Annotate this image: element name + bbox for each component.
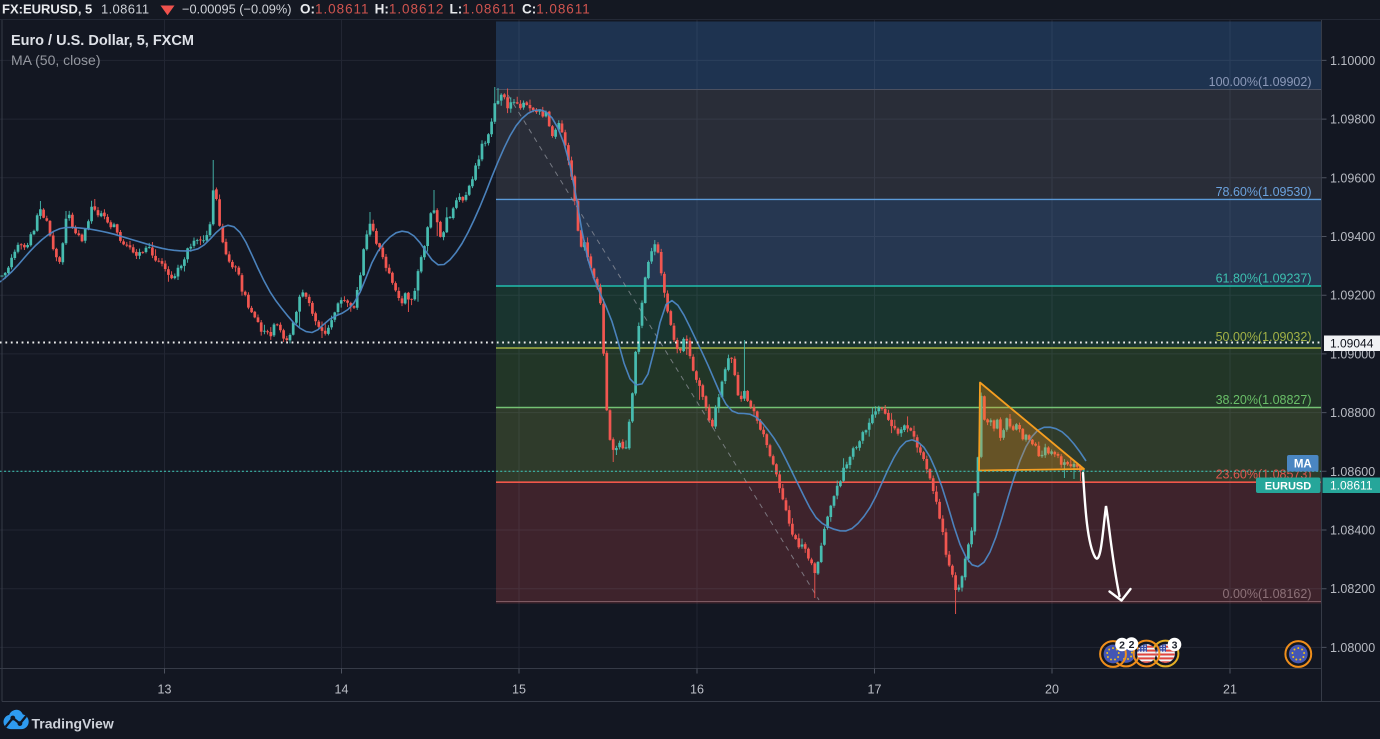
svg-text:3: 3 [1172, 639, 1178, 651]
svg-text:EURUSD: EURUSD [1265, 481, 1312, 493]
svg-text:0.00%(1.08162): 0.00%(1.08162) [1223, 587, 1312, 601]
svg-text:TradingView: TradingView [32, 716, 114, 732]
svg-text:61.80%(1.09237): 61.80%(1.09237) [1216, 272, 1312, 286]
svg-text:21: 21 [1223, 683, 1237, 697]
svg-text:13: 13 [158, 683, 172, 697]
svg-text:1.08800: 1.08800 [1330, 406, 1375, 420]
svg-text:20: 20 [1045, 683, 1059, 697]
svg-text:15: 15 [512, 683, 526, 697]
svg-text:1.08400: 1.08400 [1330, 524, 1375, 538]
svg-text:1.10000: 1.10000 [1330, 54, 1375, 68]
svg-text:100.00%(1.09902): 100.00%(1.09902) [1209, 75, 1312, 89]
svg-text:1.08200: 1.08200 [1330, 582, 1375, 596]
svg-text:1.09200: 1.09200 [1330, 289, 1375, 303]
svg-text:14: 14 [335, 683, 349, 697]
svg-text:1.08000: 1.08000 [1330, 641, 1375, 655]
svg-text:1.09800: 1.09800 [1330, 113, 1375, 127]
svg-text:38.20%(1.08827): 38.20%(1.08827) [1216, 393, 1312, 407]
svg-text:16: 16 [690, 683, 704, 697]
svg-text:−0.00095 (−0.09%): −0.00095 (−0.09%) [182, 2, 292, 17]
svg-text:MA (50, close): MA (50, close) [11, 52, 100, 68]
svg-text:1.08611: 1.08611 [101, 2, 149, 17]
svg-text:78.60%(1.09530): 78.60%(1.09530) [1216, 185, 1312, 199]
svg-text:1.09044: 1.09044 [1330, 337, 1374, 351]
svg-text:1.08611: 1.08611 [1330, 479, 1373, 493]
svg-text:FX:EURUSD, 5: FX:EURUSD, 5 [2, 2, 92, 17]
svg-text:1.08600: 1.08600 [1330, 465, 1375, 479]
svg-text:2: 2 [1119, 639, 1125, 651]
svg-text:17: 17 [868, 683, 882, 697]
svg-text:1.09600: 1.09600 [1330, 171, 1375, 185]
svg-text:2: 2 [1129, 639, 1135, 651]
svg-text:MA: MA [1294, 459, 1312, 471]
svg-text:1.09400: 1.09400 [1330, 230, 1375, 244]
svg-text:Euro / U.S. Dollar, 5, FXCM: Euro / U.S. Dollar, 5, FXCM [11, 33, 194, 49]
